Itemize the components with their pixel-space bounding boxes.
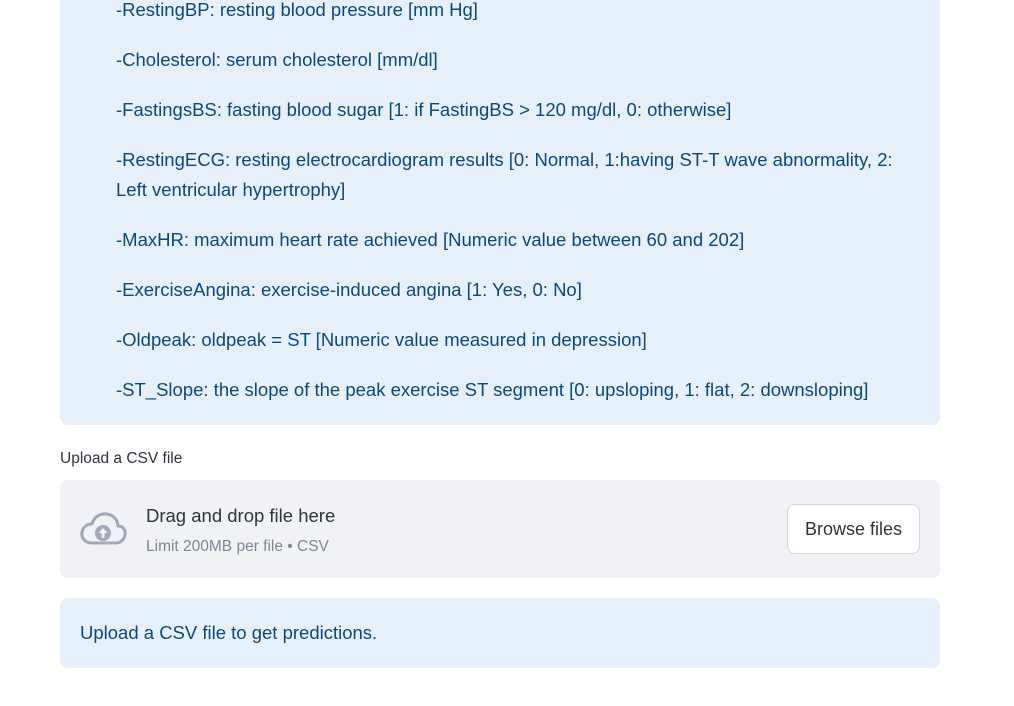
feature-line-cholesterol: -Cholesterol: serum cholesterol [mm/dl] (116, 49, 438, 70)
feature-line-exerciseangina: -ExerciseAngina: exercise-induced angina… (116, 279, 582, 300)
browse-files-button[interactable]: Browse files (787, 504, 920, 554)
feature-line-fastingbs: -FastingsBS: fasting blood sugar [1: if … (116, 99, 732, 120)
info-notice: Upload a CSV file to get predictions. (60, 598, 940, 668)
cloud-upload-icon (79, 510, 127, 548)
feature-line-maxhr: -MaxHR: maximum heart rate achieved [Num… (116, 229, 745, 250)
file-dropzone[interactable]: Drag and drop file here Limit 200MB per … (60, 480, 940, 578)
feature-line-partial: -RestingBP: resting blood pressure [mm H… (116, 0, 478, 20)
dropzone-title: Drag and drop file here (146, 505, 336, 526)
feature-line-oldpeak: -Oldpeak: oldpeak = ST [Numeric value me… (116, 329, 647, 350)
notice-text: Upload a CSV file to get predictions. (80, 622, 378, 643)
feature-line-st-slope: -ST_Slope: the slope of the peak exercis… (116, 379, 869, 400)
feature-line-restingecg: -RestingECG: resting electrocardiogram r… (116, 149, 893, 200)
feature-description-box: -RestingBP: resting blood pressure [mm H… (60, 0, 940, 425)
dropzone-limit-text: Limit 200MB per file • CSV (146, 538, 329, 555)
upload-label: Upload a CSV file (60, 450, 183, 467)
